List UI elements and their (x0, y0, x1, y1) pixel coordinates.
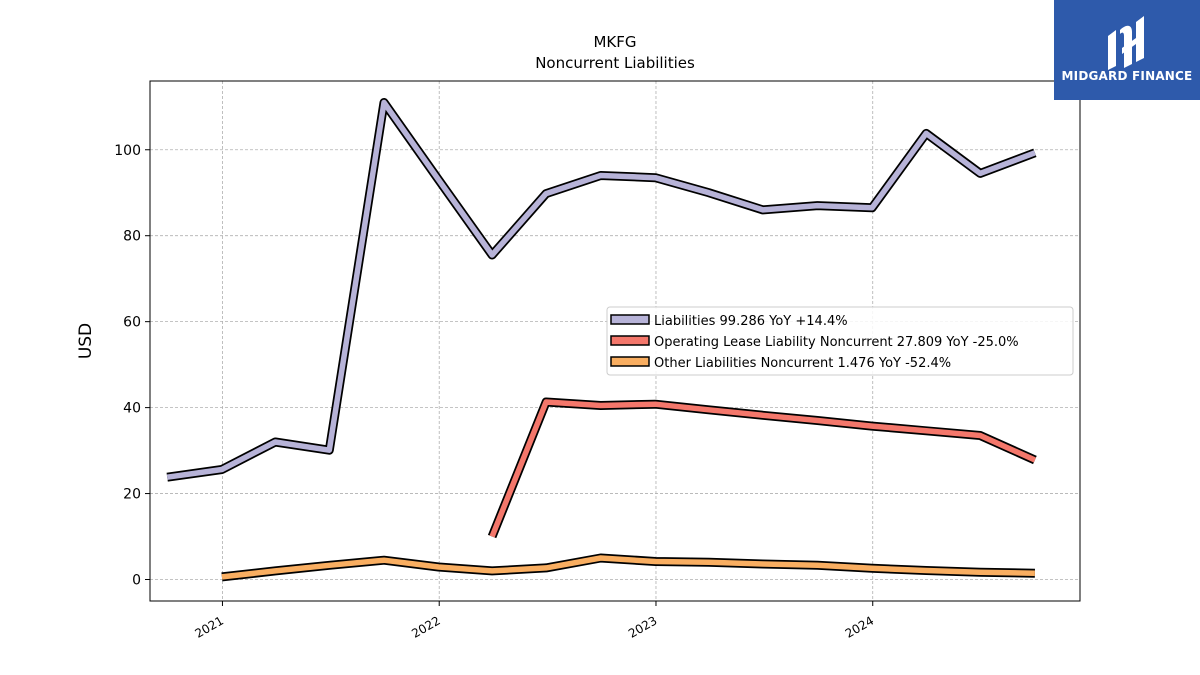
x-tick-label: 2021 (192, 613, 225, 640)
plot-frame (149, 80, 1081, 602)
y-tick-label: 20 (123, 487, 141, 503)
legend-swatch (610, 335, 650, 346)
legend-label: Liabilities 99.286 YoY +14.4% (654, 314, 848, 329)
y-axis-label: USD (76, 323, 96, 359)
series-line (166, 99, 1036, 480)
chart-subtitle: Noncurrent Liabilities (535, 54, 695, 72)
brand-logo-text: MIDGARD FINANCE (1061, 69, 1193, 83)
legend-swatch (610, 314, 650, 325)
x-tick-label: 2022 (409, 613, 442, 640)
legend-label: Operating Lease Liability Noncurrent 27.… (654, 335, 1019, 350)
x-tick-label: 2024 (843, 613, 876, 640)
series-outline (487, 397, 1037, 539)
legend-swatch (610, 356, 650, 367)
x-tick-label: 2023 (626, 613, 659, 640)
legend-label: Other Liabilities Noncurrent 1.476 YoY -… (654, 356, 951, 371)
brand-logo: MIDGARD FINANCE (1054, 0, 1200, 100)
y-tick-label: 0 (132, 573, 141, 589)
y-tick-label: 60 (123, 315, 141, 331)
y-tick-label: 40 (123, 401, 141, 417)
brand-mark-icon (1108, 16, 1144, 70)
y-tick-label: 100 (114, 143, 141, 159)
series-line (489, 399, 1037, 538)
y-tick-label: 80 (123, 229, 141, 245)
chart-title: MKFG (593, 33, 636, 51)
series-line (221, 555, 1035, 580)
legend-box (606, 306, 1074, 376)
